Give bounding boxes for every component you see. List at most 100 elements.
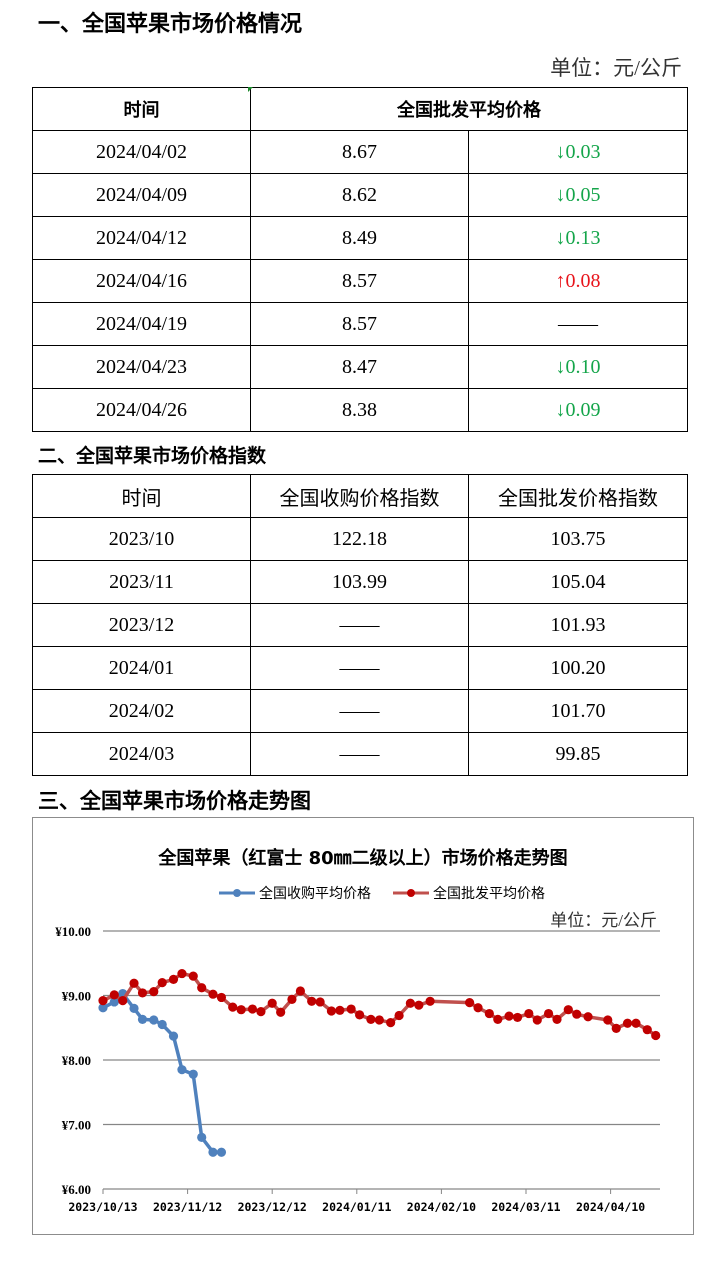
- cell-price: 8.67: [250, 130, 469, 174]
- price-trend-chart: 全国苹果（红富士 80㎜二级以上）市场价格走势图 全国收购平均价格 全国批发平均…: [32, 817, 694, 1235]
- data-point: [622, 1018, 633, 1028]
- data-point: [603, 1015, 613, 1025]
- cell-date: 2024/04/02: [32, 130, 251, 174]
- cell-wholesale-index: 105.04: [468, 560, 688, 604]
- data-point: [583, 1012, 593, 1022]
- data-point: [295, 986, 305, 996]
- series-line-wholesale: [102, 971, 657, 1037]
- table-row: 2024/01 —— 100.20: [32, 646, 688, 690]
- data-point: [137, 988, 148, 998]
- table-row: 2024/04/12 8.49 ↓0.13: [32, 216, 688, 260]
- cell-month: 2024/01: [32, 646, 251, 690]
- legend-label: 全国批发平均价格: [433, 886, 545, 902]
- table-row: 2024/04/26 8.38 ↓0.09: [32, 388, 688, 432]
- data-point: [287, 994, 297, 1004]
- data-point: [307, 996, 317, 1006]
- legend-item-purchase: 全国收购平均价格: [219, 883, 371, 903]
- cell-date: 2024/04/12: [32, 216, 251, 260]
- comment-marker: [248, 87, 253, 92]
- data-point: [247, 1004, 258, 1014]
- data-point: [157, 1019, 167, 1030]
- data-point: [414, 1000, 424, 1010]
- data-point: [208, 1147, 218, 1157]
- data-point: [484, 1008, 494, 1019]
- cell-month: 2023/10: [32, 517, 251, 561]
- data-point: [355, 1010, 365, 1020]
- table-row: 2023/11 103.99 105.04: [32, 560, 688, 604]
- cell-change: ↓0.03: [468, 130, 688, 174]
- data-point: [326, 1006, 337, 1016]
- header-purchase-index: 全国收购价格指数: [250, 474, 469, 518]
- section1-unit: 单位：元/公斤: [550, 56, 682, 80]
- data-point: [394, 1010, 404, 1021]
- data-point: [149, 987, 159, 997]
- data-point: [335, 1005, 345, 1015]
- y-tick-label: ¥6.00: [62, 1182, 91, 1197]
- cell-month: 2023/11: [32, 560, 251, 604]
- header-wholesale-index: 全国批发价格指数: [468, 474, 688, 518]
- data-point: [109, 997, 119, 1007]
- cell-change: ↓0.05: [468, 173, 688, 217]
- cell-wholesale-index: 101.70: [468, 689, 688, 733]
- data-point: [188, 1069, 198, 1079]
- cell-purchase-index: ——: [250, 646, 469, 690]
- data-point: [118, 996, 128, 1006]
- data-point: [197, 1132, 207, 1142]
- cell-price: 8.38: [250, 388, 469, 432]
- cell-price: 8.49: [250, 216, 469, 260]
- cell-price: 8.47: [250, 345, 469, 389]
- data-point: [651, 1030, 661, 1041]
- cell-date: 2024/04/23: [32, 345, 251, 389]
- cell-date: 2024/04/26: [32, 388, 251, 432]
- table-row: 2024/04/23 8.47 ↓0.10: [32, 345, 688, 389]
- cell-purchase-index: ——: [250, 732, 469, 776]
- cell-purchase-index: ——: [250, 603, 469, 647]
- header-date: 时间: [32, 474, 251, 518]
- cell-change: ↓0.09: [468, 388, 688, 432]
- cell-wholesale-index: 99.85: [468, 732, 688, 776]
- data-point: [98, 996, 108, 1006]
- chart-title: 全国苹果（红富士 80㎜二级以上）市场价格走势图: [158, 848, 568, 869]
- data-point: [129, 1003, 139, 1013]
- data-point: [137, 1014, 148, 1024]
- table-row: 2024/04/19 8.57 ——: [32, 302, 688, 346]
- cell-month: 2024/03: [32, 732, 251, 776]
- cell-wholesale-index: 101.93: [468, 603, 688, 647]
- data-point: [267, 998, 277, 1008]
- cell-wholesale-index: 100.20: [468, 646, 688, 690]
- header-wholesale-avg: 全国批发平均价格: [250, 87, 688, 131]
- table-row: 2024/04/02 8.67 ↓0.03: [32, 130, 688, 174]
- cell-price: 8.57: [250, 259, 469, 303]
- data-point: [465, 997, 475, 1008]
- cell-wholesale-index: 103.75: [468, 517, 688, 561]
- data-point: [109, 990, 119, 1000]
- cell-change: ↓0.13: [468, 216, 688, 260]
- cell-date: 2024/04/19: [32, 302, 251, 346]
- series-line-purchase: [102, 991, 222, 1154]
- table-header-row: 时间 全国批发平均价格: [32, 87, 688, 131]
- x-tick-label: 2023/10/13: [68, 1200, 137, 1214]
- data-point: [563, 1005, 573, 1015]
- x-tick-label: 2024/02/10: [407, 1200, 476, 1214]
- wholesale-price-table: 时间 全国批发平均价格 2024/04/02 8.67 ↓0.03 2024/04…: [32, 87, 688, 432]
- y-tick-label: ¥7.00: [62, 1118, 91, 1133]
- x-tick-label: 2024/04/10: [576, 1200, 645, 1214]
- data-point: [216, 1147, 227, 1157]
- data-point: [129, 978, 139, 988]
- section1-title: 一、全国苹果市场价格情况: [38, 11, 303, 36]
- cell-change: ↓0.10: [468, 345, 688, 389]
- x-tick-label: 2023/12/12: [238, 1200, 307, 1214]
- table-header-row: 时间 全国收购价格指数 全国批发价格指数: [32, 474, 688, 518]
- data-point: [256, 1007, 266, 1017]
- x-tick-label: 2023/11/12: [153, 1200, 222, 1214]
- legend-marker-wholesale-icon: [393, 889, 429, 897]
- section3-title: 三、全国苹果市场价格走势图: [38, 789, 311, 813]
- table-row: 2023/10 122.18 103.75: [32, 517, 688, 561]
- data-point: [236, 1005, 246, 1015]
- data-point: [572, 1009, 582, 1019]
- data-point: [493, 1014, 503, 1024]
- cell-date: 2024/04/09: [32, 173, 251, 217]
- data-point: [405, 998, 415, 1008]
- data-point: [346, 1004, 356, 1014]
- data-point: [168, 974, 179, 984]
